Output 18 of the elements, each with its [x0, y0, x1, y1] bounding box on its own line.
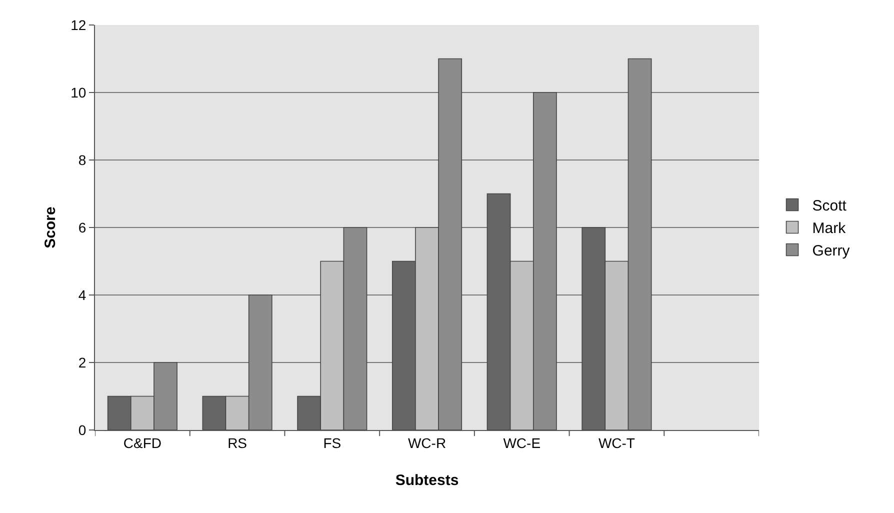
- y-tick-label: 4: [78, 286, 86, 303]
- x-tick-label: WC-T: [598, 434, 636, 451]
- legend-label: Gerry: [812, 242, 850, 260]
- x-tick-label: RS: [228, 434, 248, 451]
- y-axis-title: Score: [42, 206, 59, 248]
- x-tick-label: FS: [323, 434, 342, 451]
- y-tick-label: 12: [70, 16, 86, 33]
- y-tick-label: 6: [78, 219, 86, 236]
- legend-label: Mark: [812, 220, 846, 238]
- x-tick-label: WC-R: [408, 434, 446, 451]
- y-tick-label: 10: [70, 84, 86, 100]
- legend-label: Scott: [812, 198, 848, 215]
- y-tick-label: 8: [78, 152, 86, 168]
- x-axis-title: Subtests: [395, 472, 459, 489]
- y-tick-label: 2: [78, 354, 86, 370]
- x-tick-label: WC-E: [503, 434, 541, 451]
- y-tick-label: 0: [78, 422, 86, 438]
- x-tick-label: C&FD: [123, 434, 162, 451]
